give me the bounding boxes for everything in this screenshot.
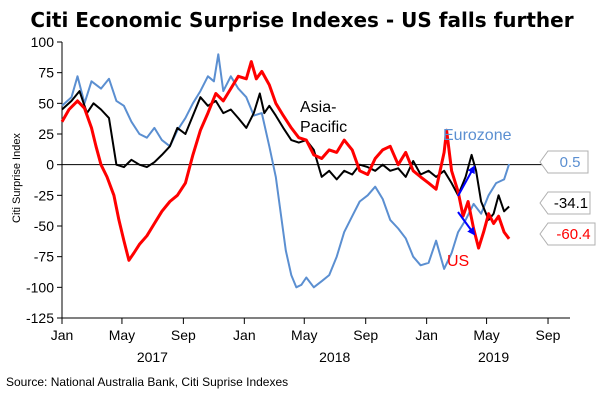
end-value-callouts: 0.5 -34.1 -60.4 [457, 150, 596, 246]
x-tick-label: May [109, 327, 135, 343]
y-tick-label: -75 [34, 249, 54, 265]
series-line-us [60, 60, 511, 262]
callout-box [539, 191, 591, 215]
callout-value: -34.1 [554, 195, 588, 212]
y-tick-label: 25 [38, 126, 54, 142]
series-label-asia-pacific: Asia- [300, 99, 336, 116]
series-label-eurozone: Eurozone [443, 127, 512, 144]
series-label-asia-pacific: Pacific [300, 119, 347, 136]
y-tick-label: -50 [34, 218, 54, 234]
series-layer [60, 53, 511, 289]
x-tick-label: Jan [233, 327, 256, 343]
y-axis-title: Citi Surprise Index [11, 133, 23, 223]
y-tick-label: -125 [26, 310, 54, 326]
up-arrow [457, 165, 475, 197]
x-tick-label: Sep [536, 327, 561, 343]
y-tick-label: -25 [34, 187, 54, 203]
x-tick-label: May [473, 327, 499, 343]
series-line-eurozone [61, 53, 511, 289]
callout-box [539, 222, 596, 246]
x-tick-label: May [291, 327, 317, 343]
x-tick-label: Jan [51, 327, 74, 343]
series-label-us: US [447, 253, 469, 270]
chart-title: Citi Economic Surprise Indexes - US fall… [30, 8, 573, 32]
callout-value: -60.4 [556, 226, 590, 243]
series-line-asia-pacific [61, 90, 510, 221]
y-tick-label: 75 [38, 65, 54, 81]
series-labels: Asia- Pacific Eurozone US [300, 99, 512, 270]
x-year-label: 2018 [319, 349, 350, 365]
source-note: Source: National Australia Bank, Citi Su… [6, 375, 288, 389]
y-tick-label: -100 [26, 279, 54, 295]
x-year-label: 2019 [478, 349, 509, 365]
y-tick-label: 0 [46, 157, 54, 173]
x-tick-label: Sep [171, 327, 196, 343]
x-year-label: 2017 [137, 349, 168, 365]
callout-value: 0.5 [560, 154, 581, 171]
y-tick-label: 100 [31, 34, 55, 50]
down-arrow [457, 211, 476, 236]
x-tick-label: Jan [415, 327, 438, 343]
x-tick-label: Sep [353, 327, 378, 343]
callout-box [539, 150, 589, 174]
y-tick-label: 50 [38, 95, 54, 111]
